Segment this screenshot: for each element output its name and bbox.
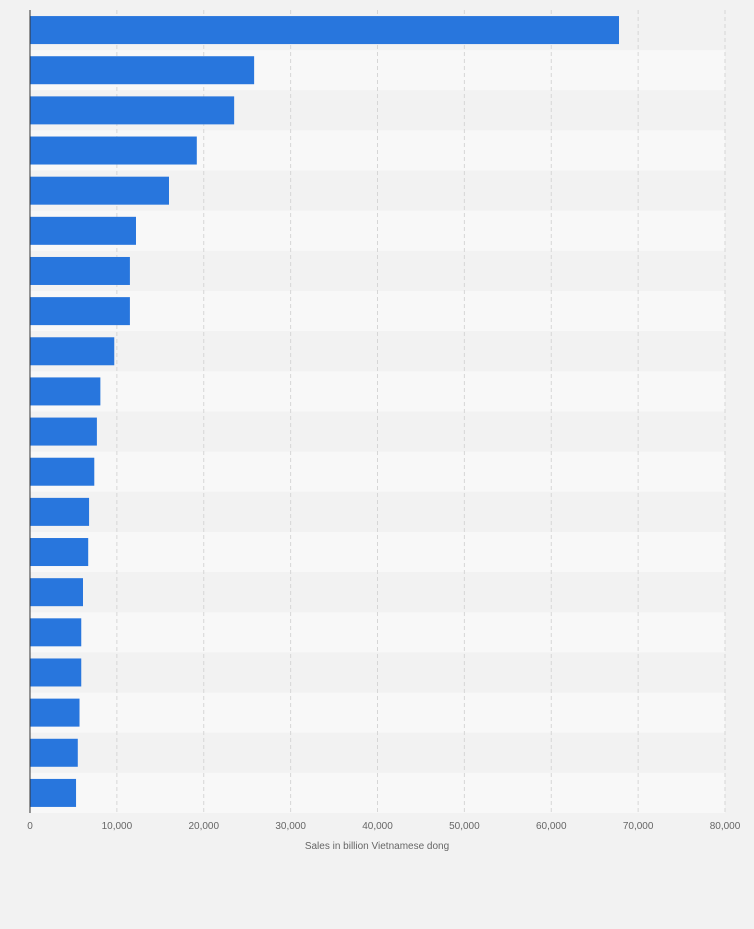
bar[interactable]: [30, 457, 95, 486]
bar[interactable]: [30, 297, 130, 326]
row-band: [30, 331, 725, 372]
bar[interactable]: [30, 96, 235, 125]
bar[interactable]: [30, 256, 130, 285]
x-tick-label: 60,000: [536, 821, 567, 832]
x-tick-label: 20,000: [188, 821, 219, 832]
x-tick-label: 70,000: [623, 821, 654, 832]
x-tick-label: 10,000: [102, 821, 133, 832]
bar[interactable]: [30, 417, 97, 446]
bar[interactable]: [30, 377, 101, 406]
x-axis-title: Sales in billion Vietnamese dong: [305, 841, 449, 852]
bar[interactable]: [30, 658, 82, 687]
bar[interactable]: [30, 578, 83, 607]
x-tick-label: 0: [27, 821, 33, 832]
x-tick-label: 80,000: [710, 821, 741, 832]
bar[interactable]: [30, 497, 90, 526]
x-tick-label: 50,000: [449, 821, 480, 832]
bar[interactable]: [30, 738, 78, 767]
row-band: [30, 491, 725, 532]
row-band: [30, 652, 725, 693]
bar[interactable]: [30, 618, 82, 647]
row-band: [30, 772, 725, 813]
x-tick-label: 40,000: [362, 821, 393, 832]
x-tick-label: 30,000: [275, 821, 306, 832]
bars: [30, 16, 620, 807]
bar[interactable]: [30, 16, 620, 45]
row-band: [30, 612, 725, 653]
bar[interactable]: [30, 778, 77, 807]
bar[interactable]: [30, 56, 255, 85]
bar[interactable]: [30, 698, 80, 727]
bar[interactable]: [30, 136, 197, 165]
x-tick-labels: 0 10,000 20,000 30,000 40,000 50,000 60,000 70,…: [27, 821, 741, 832]
bar[interactable]: [30, 176, 169, 205]
bar[interactable]: [30, 538, 89, 567]
row-band: [30, 451, 725, 492]
bar[interactable]: [30, 216, 136, 245]
bar[interactable]: [30, 337, 115, 366]
